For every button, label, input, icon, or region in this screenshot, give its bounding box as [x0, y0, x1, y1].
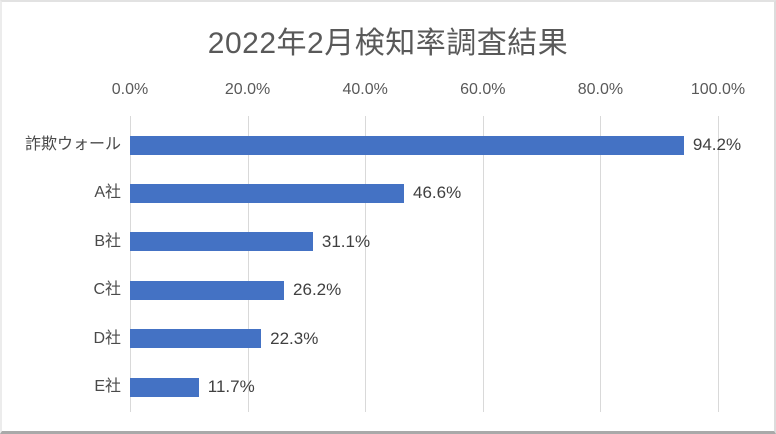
x-axis-tick-label: 60.0% [460, 81, 506, 98]
gridline [718, 116, 719, 412]
bar [130, 232, 313, 252]
gridline [600, 116, 602, 412]
x-axis-tick-label: 80.0% [577, 81, 624, 98]
x-axis-tick-label: 100.0% [690, 81, 746, 98]
category-label: E社 [94, 378, 121, 395]
data-label: 26.2% [293, 280, 342, 300]
gridline [130, 116, 131, 412]
bar [130, 329, 262, 349]
data-label: 94.2% [692, 135, 742, 154]
gridline [247, 116, 249, 412]
category-label: C社 [93, 281, 121, 299]
data-label: 22.3% [270, 328, 319, 348]
gridline [365, 116, 367, 412]
bar [130, 135, 684, 155]
x-axis-tick-label: 40.0% [342, 81, 388, 98]
category-label: A社 [94, 184, 121, 202]
bar [130, 183, 404, 203]
category-label: B社 [94, 232, 121, 250]
x-axis-tick-label: 0.0% [111, 81, 149, 98]
category-label: 詐欺ウォール [24, 136, 121, 153]
data-label: 31.1% [321, 231, 371, 251]
bar [130, 280, 285, 300]
chart-title: 2022年2月検知率調査結果 [207, 27, 569, 60]
gridline [482, 116, 484, 412]
data-label: 46.6% [413, 183, 462, 203]
bar [130, 377, 199, 397]
data-label: 11.7% [207, 377, 255, 396]
category-label: D社 [93, 329, 121, 347]
x-axis-tick-label: 20.0% [224, 81, 271, 98]
